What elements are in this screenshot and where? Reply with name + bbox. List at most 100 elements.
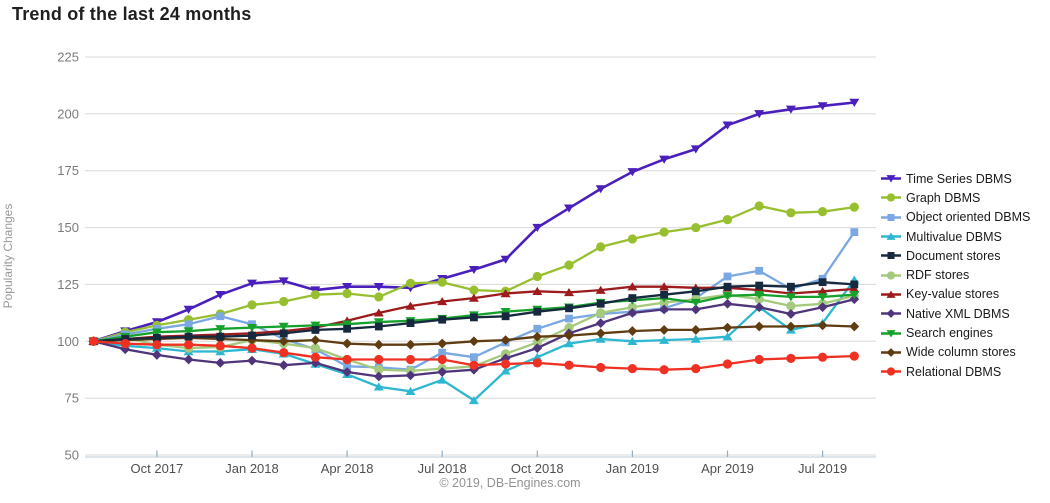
series-point-native-xml-dbms[interactable] <box>532 343 543 354</box>
series-point-relational-dbms[interactable] <box>437 354 447 365</box>
legend-item-multivalue-dbms[interactable]: Multivalue DBMS <box>881 227 1030 246</box>
series-point-relational-dbms[interactable] <box>342 354 352 365</box>
series-point-search-engines[interactable] <box>722 292 733 301</box>
series-point-document-stores[interactable] <box>723 282 732 291</box>
series-point-relational-dbms[interactable] <box>849 351 859 361</box>
series-point-search-engines[interactable] <box>183 327 194 336</box>
series-point-key-value-stores[interactable] <box>500 289 511 298</box>
series-point-native-xml-dbms[interactable] <box>152 350 162 360</box>
series-point-time-series-dbms[interactable] <box>659 155 670 164</box>
series-point-graph-dbms[interactable] <box>310 290 320 300</box>
series-point-graph-dbms[interactable] <box>247 300 257 310</box>
series-point-rdf-stores[interactable] <box>374 365 384 375</box>
series-point-key-value-stores[interactable] <box>532 286 543 295</box>
series-point-key-value-stores[interactable] <box>659 282 670 291</box>
series-point-native-xml-dbms[interactable] <box>405 370 416 381</box>
series-point-search-engines[interactable] <box>278 322 289 331</box>
series-point-document-stores[interactable] <box>343 324 351 333</box>
series-point-document-stores[interactable] <box>596 299 605 308</box>
series-point-search-engines[interactable] <box>310 321 321 330</box>
series-point-native-xml-dbms[interactable] <box>437 367 448 377</box>
series-point-wide-column-stores[interactable] <box>849 321 860 332</box>
series-point-document-stores[interactable] <box>470 313 478 322</box>
series-point-multivalue-dbms[interactable] <box>627 336 638 345</box>
series-point-multivalue-dbms[interactable] <box>564 339 574 348</box>
series-point-document-stores[interactable] <box>279 329 288 338</box>
series-point-time-series-dbms[interactable] <box>183 305 194 314</box>
series-point-search-engines[interactable] <box>785 293 796 302</box>
series-point-graph-dbms[interactable] <box>849 202 859 212</box>
series-point-wide-column-stores[interactable] <box>690 325 701 335</box>
series-point-time-series-dbms[interactable] <box>817 102 828 111</box>
series-point-document-stores[interactable] <box>691 287 700 296</box>
series-point-graph-dbms[interactable] <box>342 288 352 299</box>
series-point-graph-dbms[interactable] <box>596 242 606 252</box>
series-point-rdf-stores[interactable] <box>659 298 669 308</box>
series-point-search-engines[interactable] <box>500 308 511 317</box>
series-point-relational-dbms[interactable] <box>786 353 796 363</box>
legend-item-relational-dbms[interactable]: Relational DBMS <box>881 362 1030 381</box>
series-point-search-engines[interactable] <box>342 320 353 329</box>
series-point-wide-column-stores[interactable] <box>564 330 574 341</box>
series-point-rdf-stores[interactable] <box>310 343 320 353</box>
series-point-wide-column-stores[interactable] <box>627 326 638 336</box>
series-point-time-series-dbms[interactable] <box>500 255 511 264</box>
series-point-wide-column-stores[interactable] <box>310 335 321 346</box>
series-point-wide-column-stores[interactable] <box>278 336 289 347</box>
series-point-rdf-stores[interactable] <box>596 308 606 318</box>
series-point-search-engines[interactable] <box>151 328 162 337</box>
series-point-object-oriented-dbms[interactable] <box>850 228 859 237</box>
series-point-time-series-dbms[interactable] <box>627 168 638 177</box>
series-point-document-stores[interactable] <box>374 322 383 331</box>
series-point-graph-dbms[interactable] <box>564 260 574 270</box>
series-point-native-xml-dbms[interactable] <box>595 318 606 328</box>
series-point-document-stores[interactable] <box>153 333 161 342</box>
series-point-object-oriented-dbms[interactable] <box>184 320 193 329</box>
series-point-key-value-stores[interactable] <box>405 301 416 310</box>
series-point-key-value-stores[interactable] <box>627 282 638 291</box>
series-point-object-oriented-dbms[interactable] <box>470 353 478 362</box>
series-point-key-value-stores[interactable] <box>564 287 574 297</box>
series-point-relational-dbms[interactable] <box>691 363 701 374</box>
series-point-wide-column-stores[interactable] <box>722 322 733 333</box>
legend-item-wide-column-stores[interactable]: Wide column stores <box>881 343 1030 362</box>
series-point-relational-dbms[interactable] <box>215 341 225 351</box>
series-point-relational-dbms[interactable] <box>722 359 733 369</box>
legend-item-key-value-stores[interactable]: Key-value stores <box>881 285 1030 304</box>
legend-item-search-engines[interactable]: Search engines <box>881 323 1030 342</box>
series-point-relational-dbms[interactable] <box>120 338 130 349</box>
series-point-time-series-dbms[interactable] <box>595 185 606 194</box>
series-point-native-xml-dbms[interactable] <box>247 355 257 366</box>
series-point-relational-dbms[interactable] <box>627 363 638 374</box>
series-point-graph-dbms[interactable] <box>279 296 289 307</box>
series-point-key-value-stores[interactable] <box>468 293 479 302</box>
series-point-relational-dbms[interactable] <box>247 343 257 353</box>
series-point-search-engines[interactable] <box>373 318 384 327</box>
series-point-relational-dbms[interactable] <box>754 354 764 365</box>
series-point-search-engines[interactable] <box>215 325 226 334</box>
series-point-document-stores[interactable] <box>501 312 510 321</box>
series-point-document-stores[interactable] <box>565 304 573 313</box>
series-point-search-engines[interactable] <box>754 290 765 300</box>
series-point-wide-column-stores[interactable] <box>786 321 796 332</box>
series-point-document-stores[interactable] <box>628 294 637 302</box>
series-point-rdf-stores[interactable] <box>786 301 796 311</box>
series-point-time-series-dbms[interactable] <box>247 279 257 288</box>
legend-item-native-xml-dbms[interactable]: Native XML DBMS <box>881 304 1030 323</box>
series-point-multivalue-dbms[interactable] <box>437 375 448 384</box>
series-point-wide-column-stores[interactable] <box>469 336 479 347</box>
series-point-time-series-dbms[interactable] <box>215 290 226 300</box>
series-point-time-series-dbms[interactable] <box>785 105 796 114</box>
series-point-time-series-dbms[interactable] <box>690 145 701 154</box>
series-point-native-xml-dbms[interactable] <box>183 354 194 365</box>
series-point-key-value-stores[interactable] <box>849 284 860 293</box>
series-point-time-series-dbms[interactable] <box>849 98 860 107</box>
series-point-document-stores[interactable] <box>248 331 256 340</box>
series-point-native-xml-dbms[interactable] <box>373 371 384 382</box>
series-point-wide-column-stores[interactable] <box>437 338 448 349</box>
series-point-relational-dbms[interactable] <box>279 348 289 358</box>
legend-item-object-oriented-dbms[interactable]: Object oriented DBMS <box>881 208 1030 227</box>
series-point-native-xml-dbms[interactable] <box>849 294 860 305</box>
series-point-graph-dbms[interactable] <box>722 215 733 225</box>
series-point-time-series-dbms[interactable] <box>532 223 543 232</box>
